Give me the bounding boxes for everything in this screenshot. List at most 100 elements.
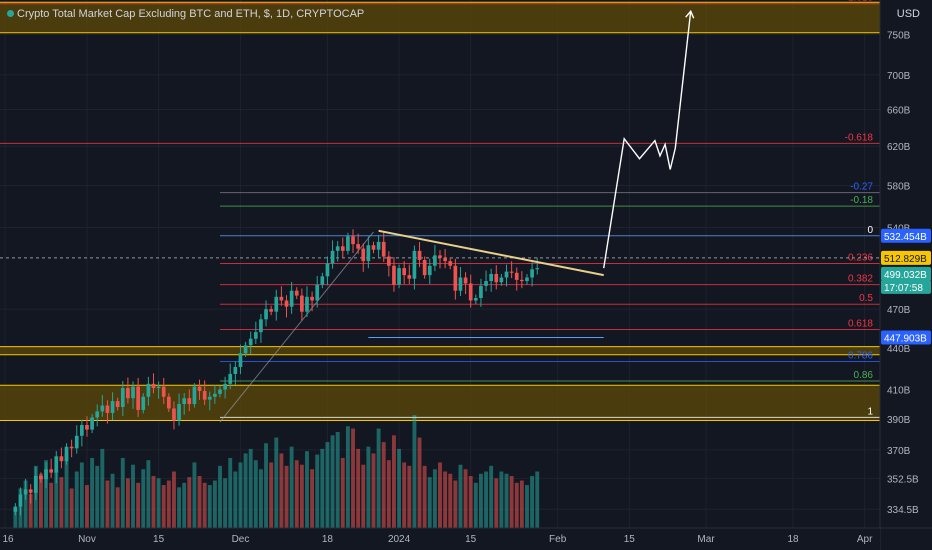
volume-bar bbox=[514, 482, 519, 528]
price-axis-tick: 750B bbox=[887, 30, 911, 41]
volume-bar bbox=[156, 478, 161, 528]
currency-label[interactable]: USD bbox=[896, 8, 920, 20]
volume-bar bbox=[356, 448, 361, 528]
price-label-text: 17:07:58 bbox=[884, 283, 923, 294]
volume-bar bbox=[325, 442, 330, 528]
candle-body bbox=[115, 401, 120, 407]
volume-bar bbox=[85, 485, 89, 528]
candle-body bbox=[110, 401, 115, 413]
candle-body bbox=[535, 268, 540, 270]
candle-body bbox=[233, 367, 238, 374]
price-axis-tick: 620B bbox=[887, 142, 911, 153]
fib-level-label: -1.618 bbox=[845, 0, 874, 4]
candle-body bbox=[427, 265, 432, 276]
price-label-box bbox=[881, 250, 931, 265]
candle-body bbox=[392, 265, 396, 285]
volume-bar bbox=[525, 485, 529, 528]
supply-demand-zone bbox=[0, 346, 880, 355]
price-axis-tick: 470B bbox=[887, 305, 911, 316]
candle-body bbox=[366, 245, 371, 262]
fib-level-label: 0.5 bbox=[859, 293, 873, 304]
candle-body bbox=[95, 411, 100, 418]
volume-bar bbox=[95, 465, 100, 528]
candle-body bbox=[218, 389, 222, 394]
volume-bar bbox=[146, 460, 151, 528]
candle-body bbox=[49, 469, 54, 473]
price-axis-tick: 390B bbox=[887, 415, 911, 426]
volume-bar bbox=[519, 480, 524, 528]
candle-body bbox=[433, 255, 437, 266]
volume-bar bbox=[100, 448, 105, 528]
volume-bar bbox=[351, 428, 355, 528]
price-label-text: 499.032B bbox=[884, 270, 927, 281]
candle-body bbox=[141, 396, 146, 410]
volume-bar bbox=[161, 485, 166, 528]
candle-body bbox=[407, 275, 412, 279]
volume-bar bbox=[448, 473, 453, 528]
time-axis-tick: 18 bbox=[322, 534, 334, 545]
volume-bar bbox=[463, 469, 468, 528]
volume-bar bbox=[228, 457, 233, 528]
volume-bar bbox=[345, 426, 350, 528]
candle-body bbox=[458, 277, 463, 291]
candle-body bbox=[80, 425, 84, 436]
candle-body bbox=[100, 405, 105, 412]
price-axis-tick: 410B bbox=[887, 386, 911, 397]
candle-body bbox=[520, 279, 524, 282]
fib-level-label: 1 bbox=[867, 406, 873, 417]
volume-bar bbox=[386, 460, 391, 528]
time-axis-tick: 18 bbox=[787, 534, 799, 545]
candle-body bbox=[85, 425, 89, 430]
volume-bar bbox=[535, 471, 540, 528]
volume-bar bbox=[258, 469, 263, 528]
candle-body bbox=[463, 277, 468, 284]
volume-bar bbox=[110, 473, 115, 528]
time-axis-tick: Dec bbox=[232, 534, 250, 545]
candle-body bbox=[489, 273, 494, 282]
time-axis-tick: Apr bbox=[857, 534, 873, 545]
candle-body bbox=[530, 269, 534, 278]
candle-body bbox=[376, 241, 381, 250]
price-axis-tick: 700B bbox=[887, 71, 911, 82]
volume-bar bbox=[182, 482, 187, 528]
candle-body bbox=[105, 405, 110, 413]
candle-body bbox=[23, 489, 28, 495]
volume-bar bbox=[264, 443, 268, 528]
candle-body bbox=[187, 398, 192, 405]
volume-bar bbox=[284, 465, 289, 528]
time-axis-tick: 16 bbox=[2, 534, 14, 545]
chart-title: Crypto Total Market Cap Excluding BTC an… bbox=[7, 8, 364, 20]
volume-bar bbox=[504, 473, 509, 528]
time-axis-tick: Mar bbox=[697, 534, 715, 545]
candle-body bbox=[468, 283, 473, 301]
volume-bar bbox=[315, 454, 320, 528]
candle-body bbox=[13, 506, 18, 512]
volume-bar bbox=[243, 453, 248, 528]
candle-body bbox=[381, 241, 386, 257]
volume-bar bbox=[407, 465, 412, 528]
candle-body bbox=[248, 338, 253, 346]
volume-bar bbox=[197, 476, 202, 528]
projection-path bbox=[603, 11, 692, 269]
candle-body bbox=[448, 261, 453, 266]
volume-bar bbox=[427, 477, 432, 528]
candle-body bbox=[253, 332, 258, 339]
volume-bar bbox=[172, 471, 176, 528]
volume-bar bbox=[105, 480, 110, 528]
fib-level-label: 0.618 bbox=[848, 319, 873, 330]
candle-body bbox=[289, 290, 294, 307]
candle-body bbox=[197, 386, 202, 391]
volume-bar bbox=[299, 464, 304, 528]
volume-bar bbox=[218, 465, 222, 528]
price-label-text: 512.829B bbox=[884, 254, 927, 265]
candle-body bbox=[320, 276, 325, 285]
candle-body bbox=[284, 300, 289, 307]
volume-bar bbox=[458, 464, 463, 528]
descending-trendline bbox=[378, 229, 604, 277]
price-label-text: 447.903B bbox=[884, 334, 927, 345]
candle-body bbox=[64, 446, 69, 462]
candle-body bbox=[402, 268, 407, 276]
candle-body bbox=[44, 469, 48, 480]
volume-bar bbox=[422, 465, 427, 528]
